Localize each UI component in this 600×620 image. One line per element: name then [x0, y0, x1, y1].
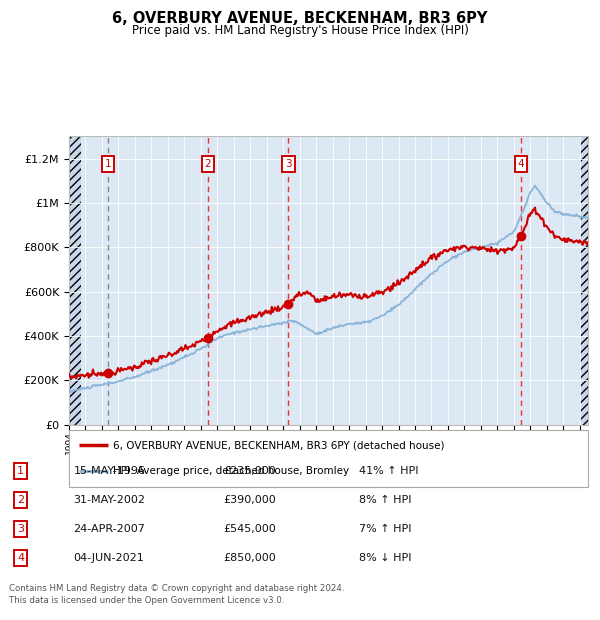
Text: 15-MAY-1996: 15-MAY-1996 — [74, 466, 146, 476]
Text: Contains HM Land Registry data © Crown copyright and database right 2024.
This d: Contains HM Land Registry data © Crown c… — [9, 584, 344, 605]
Text: £235,000: £235,000 — [224, 466, 277, 476]
Text: 8% ↑ HPI: 8% ↑ HPI — [359, 495, 412, 505]
Text: 2: 2 — [205, 159, 211, 169]
FancyBboxPatch shape — [69, 430, 588, 487]
Text: 4: 4 — [17, 553, 24, 563]
Text: 6, OVERBURY AVENUE, BECKENHAM, BR3 6PY (detached house): 6, OVERBURY AVENUE, BECKENHAM, BR3 6PY (… — [113, 440, 445, 450]
Text: 3: 3 — [17, 524, 24, 534]
Text: 41% ↑ HPI: 41% ↑ HPI — [359, 466, 418, 476]
Text: 2: 2 — [17, 495, 24, 505]
Text: 4: 4 — [517, 159, 524, 169]
Text: 04-JUN-2021: 04-JUN-2021 — [74, 553, 145, 563]
Text: £850,000: £850,000 — [224, 553, 277, 563]
Text: 1: 1 — [105, 159, 112, 169]
Text: 31-MAY-2002: 31-MAY-2002 — [74, 495, 146, 505]
Text: HPI: Average price, detached house, Bromley: HPI: Average price, detached house, Brom… — [113, 466, 349, 476]
Text: 3: 3 — [285, 159, 292, 169]
Text: Price paid vs. HM Land Registry's House Price Index (HPI): Price paid vs. HM Land Registry's House … — [131, 24, 469, 37]
Text: £390,000: £390,000 — [224, 495, 277, 505]
Text: 8% ↓ HPI: 8% ↓ HPI — [359, 553, 412, 563]
Text: 1: 1 — [17, 466, 24, 476]
Text: 6, OVERBURY AVENUE, BECKENHAM, BR3 6PY: 6, OVERBURY AVENUE, BECKENHAM, BR3 6PY — [112, 11, 488, 26]
Text: 24-APR-2007: 24-APR-2007 — [74, 524, 145, 534]
Text: £545,000: £545,000 — [224, 524, 277, 534]
Text: 7% ↑ HPI: 7% ↑ HPI — [359, 524, 412, 534]
